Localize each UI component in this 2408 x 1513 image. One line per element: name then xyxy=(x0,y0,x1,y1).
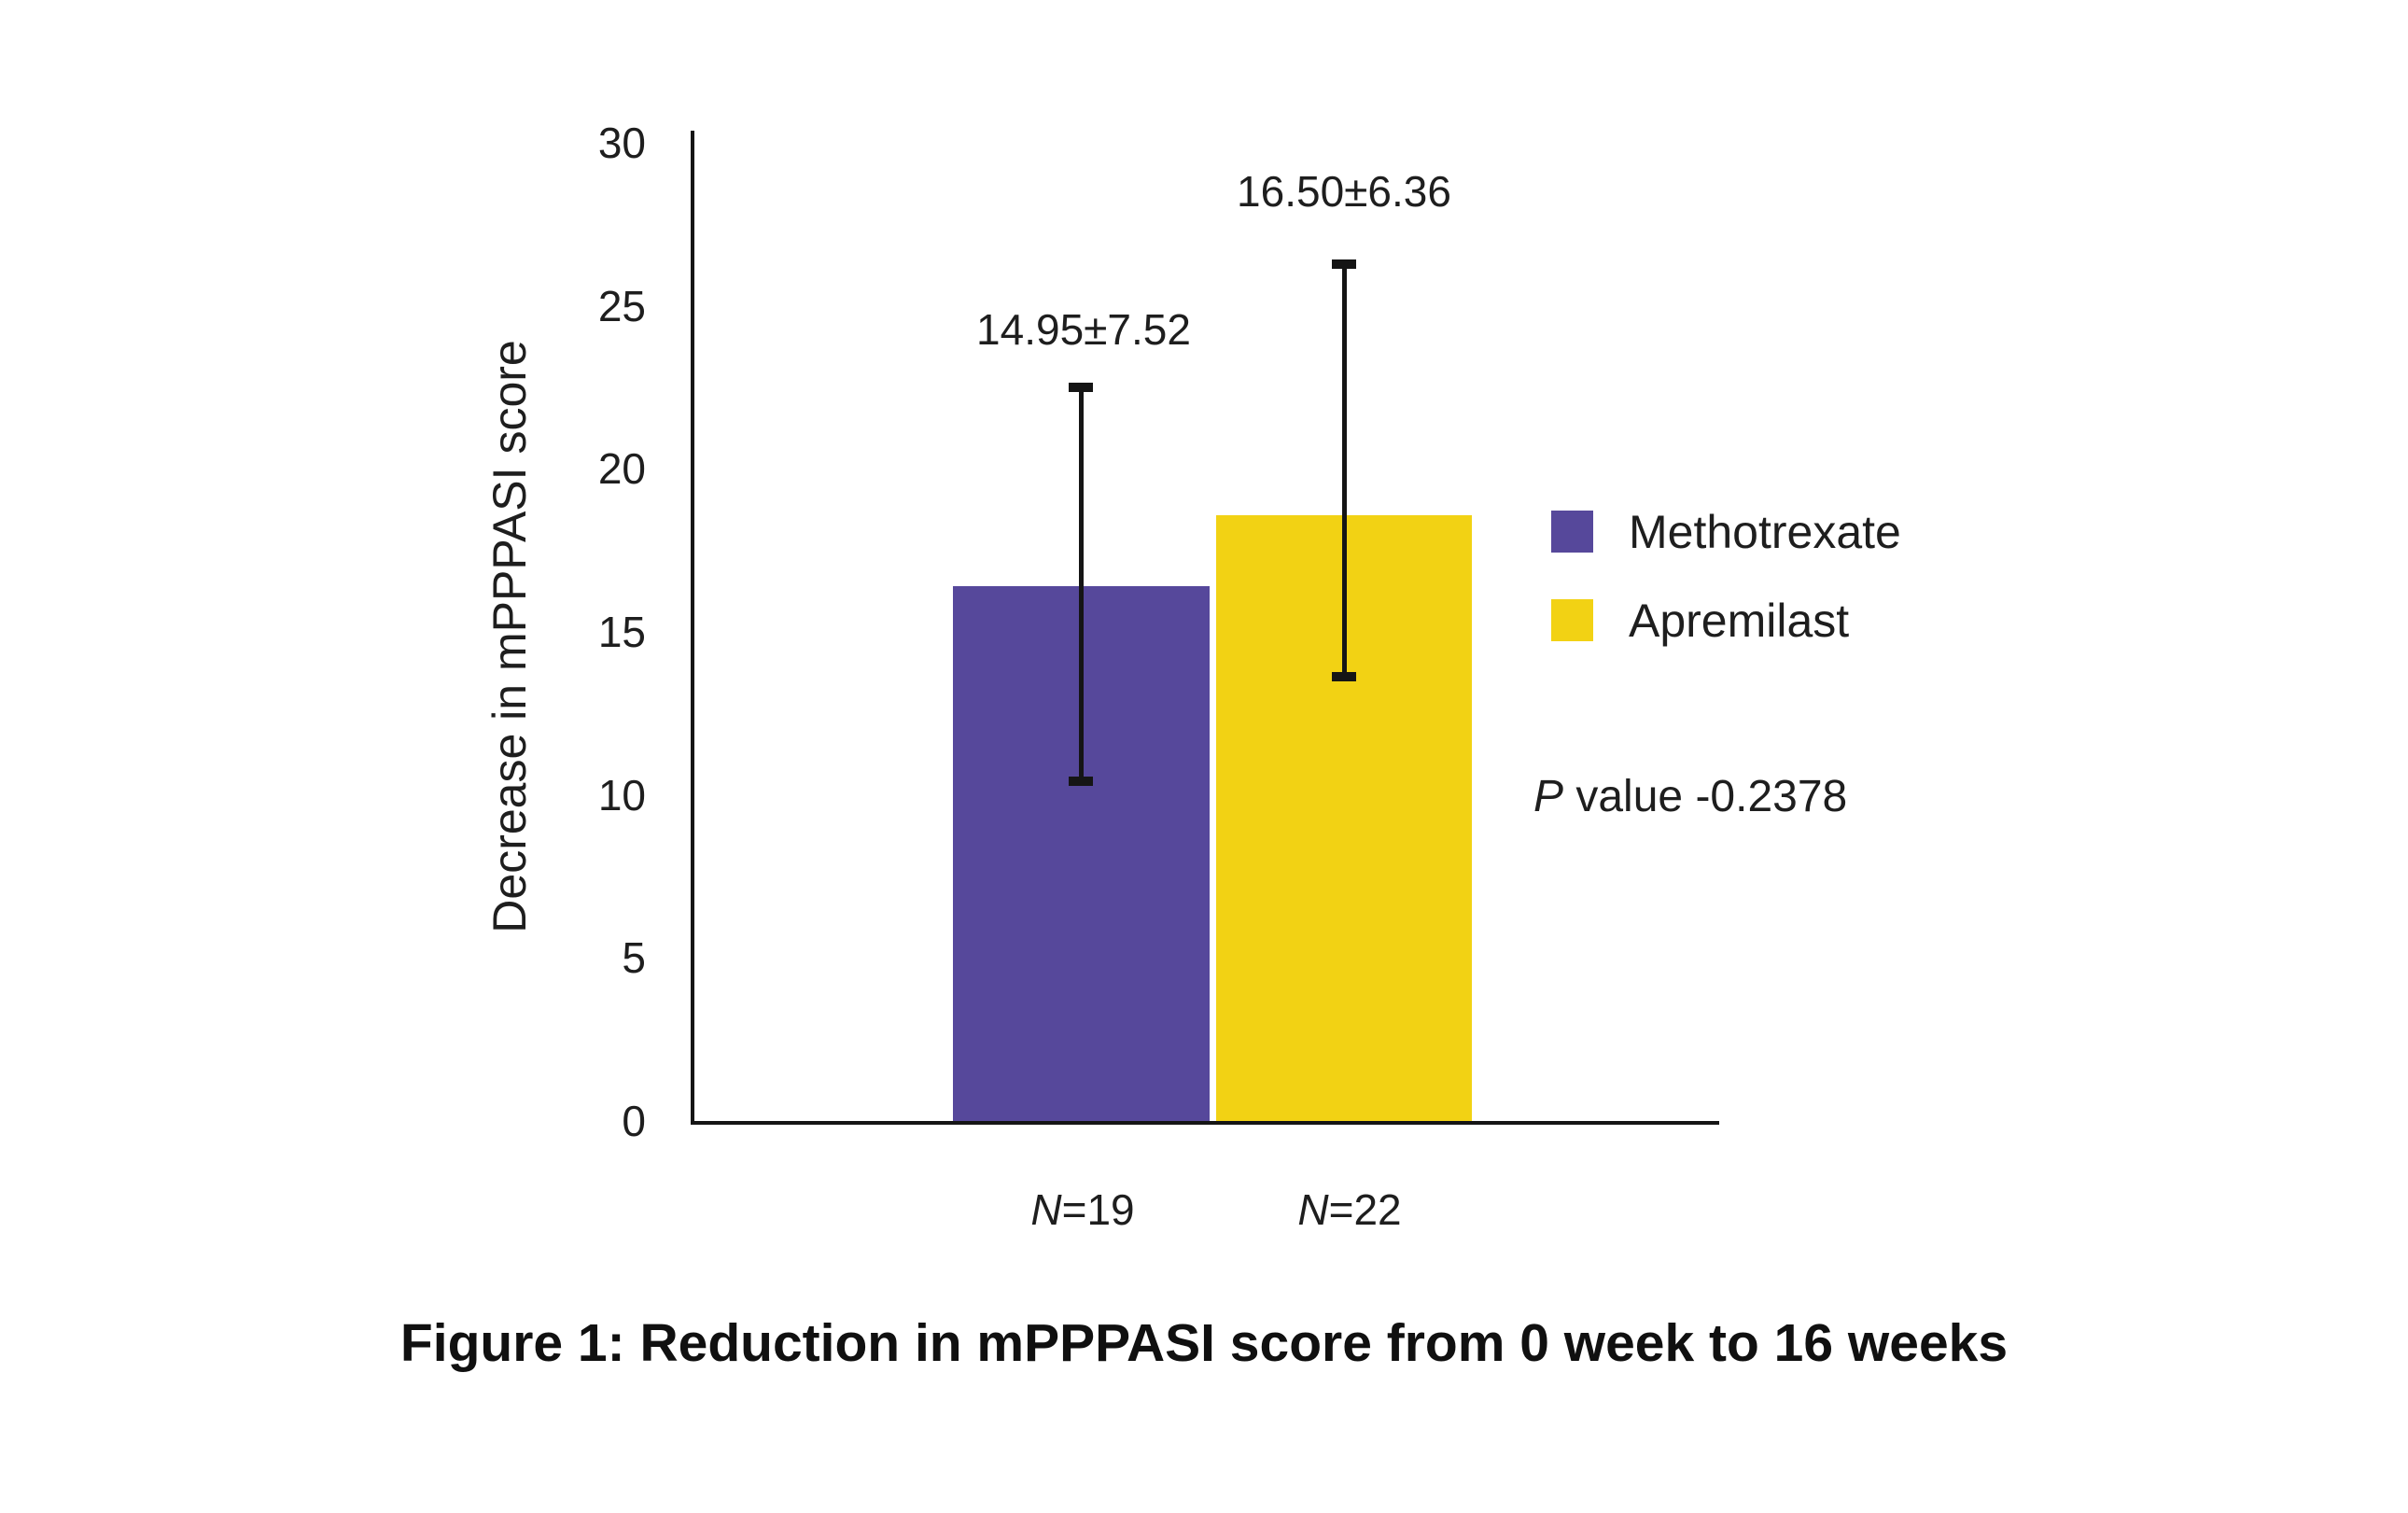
error-bar-cap-top-methotrexate xyxy=(1069,383,1093,392)
y-axis-title: Decrease in mPPPASI score xyxy=(483,340,536,933)
y-tick-label: 30 xyxy=(597,119,646,167)
legend-swatch-apremilast xyxy=(1551,599,1593,641)
x-label-count: =22 xyxy=(1328,1185,1402,1234)
y-tick-label: 25 xyxy=(597,282,646,330)
x-label-count: =19 xyxy=(1061,1185,1135,1234)
error-bar-cap-bottom-apremilast xyxy=(1332,672,1356,681)
mean-sd-annotation-apremilast: 16.50±6.36 xyxy=(1237,167,1451,216)
legend-swatch-methotrexate xyxy=(1551,511,1593,553)
p-value-annotation: P value -0.2378 xyxy=(1533,771,1847,822)
y-tick-label: 15 xyxy=(597,608,646,656)
x-axis-label-methotrexate: N=19 xyxy=(896,1184,1269,1236)
error-bar-line-apremilast xyxy=(1342,264,1347,677)
y-axis-line xyxy=(691,131,694,1125)
error-bar-cap-bottom-methotrexate xyxy=(1069,777,1093,786)
x-label-n-symbol: N xyxy=(1297,1185,1329,1234)
x-axis-label-apremilast: N=22 xyxy=(1163,1184,1536,1236)
figure-caption: Figure 1: Reduction in mPPPASI score fro… xyxy=(399,1313,2009,1373)
p-value-symbol: P xyxy=(1533,772,1564,821)
y-tick-label: 5 xyxy=(622,933,646,982)
x-label-n-symbol: N xyxy=(1030,1185,1062,1234)
y-tick-label: 20 xyxy=(597,444,646,493)
mean-sd-annotation-methotrexate: 14.95±7.52 xyxy=(976,305,1191,354)
y-tick-label: 0 xyxy=(622,1097,646,1145)
error-bar-line-methotrexate xyxy=(1079,387,1084,781)
legend-label-apremilast: Apremilast xyxy=(1629,595,1850,647)
legend-label-methotrexate: Methotrexate xyxy=(1629,506,1901,558)
x-axis-line xyxy=(691,1121,1719,1125)
error-bar-cap-top-apremilast xyxy=(1332,259,1356,269)
p-value-text: value -0.2378 xyxy=(1563,772,1848,821)
y-tick-label: 10 xyxy=(597,771,646,820)
